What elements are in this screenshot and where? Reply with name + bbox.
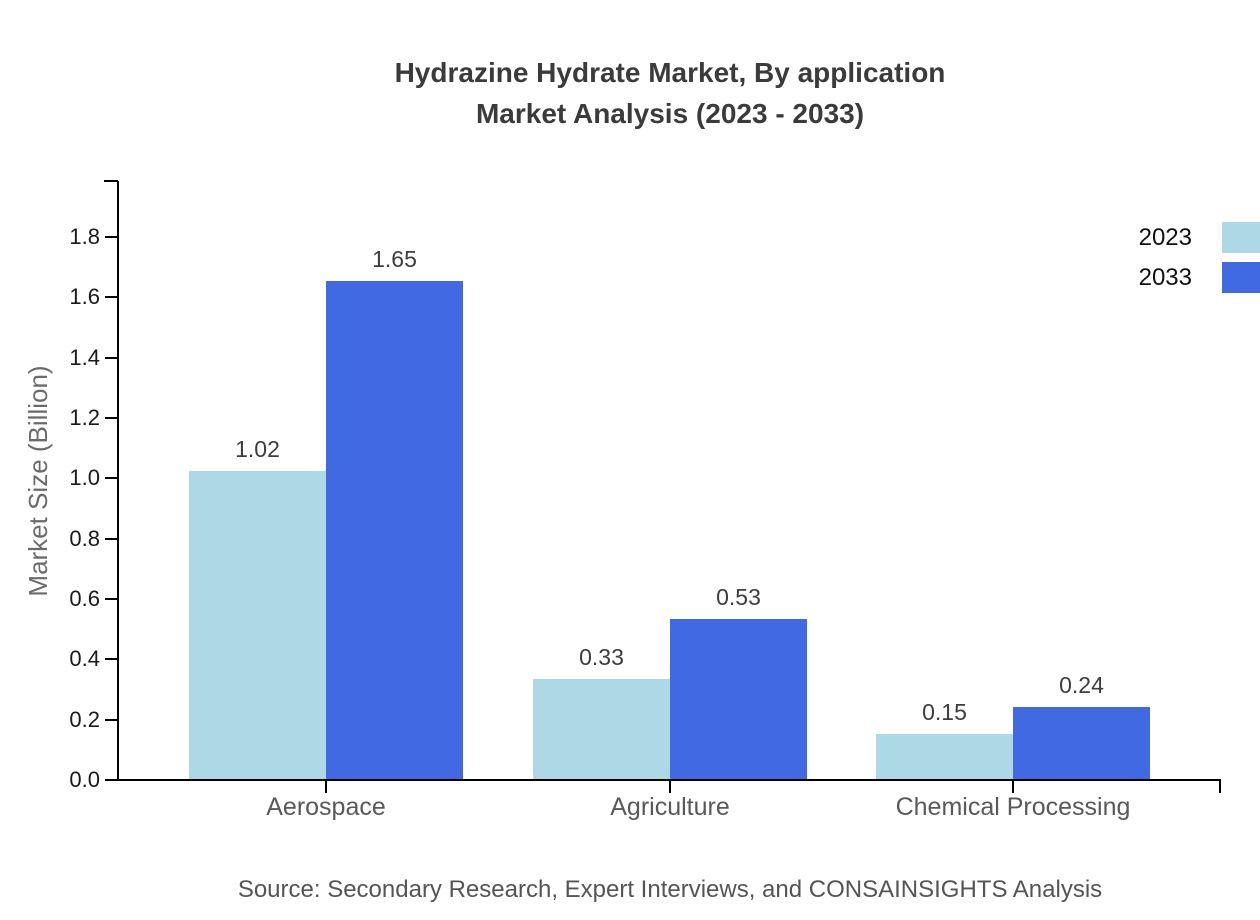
chart-title: Hydrazine Hydrate Market, By application… — [80, 52, 1260, 134]
x-tick-mark — [669, 780, 671, 793]
bar-2023-chemical-processing — [876, 734, 1013, 779]
bar-value-label: 1.02 — [235, 436, 280, 462]
legend-swatch-2023 — [1222, 222, 1260, 253]
x-axis-right-cap — [1219, 779, 1221, 793]
y-tick-mark — [105, 537, 118, 540]
bar-value-label: 0.15 — [922, 699, 967, 725]
legend-label-2033: 2033 — [1138, 264, 1192, 291]
legend-swatch-2033 — [1222, 262, 1260, 293]
y-tick-label: 0.2 — [69, 706, 100, 732]
bar-value-label: 0.24 — [1059, 672, 1104, 698]
y-axis-top-cap — [104, 180, 118, 182]
y-tick-mark — [105, 477, 118, 480]
x-category-label: Aerospace — [266, 793, 386, 821]
bar-2033-aerospace — [326, 281, 463, 779]
y-tick-mark — [105, 658, 118, 661]
x-tick-mark — [325, 780, 327, 793]
chart-title-line1: Hydrazine Hydrate Market, By application — [394, 57, 946, 88]
y-tick-mark — [105, 296, 118, 299]
bar-2023-agriculture — [533, 679, 670, 779]
y-tick-mark — [105, 356, 118, 359]
y-tick-label: 1.0 — [69, 465, 100, 491]
y-tick-label: 1.4 — [69, 344, 100, 370]
y-tick-mark — [105, 718, 118, 721]
legend-label-2023: 2023 — [1138, 224, 1192, 251]
bar-value-label: 0.53 — [716, 584, 761, 610]
y-tick-label: 0.8 — [69, 525, 100, 551]
bar-2033-agriculture — [670, 619, 807, 779]
y-tick-label: 0.4 — [69, 646, 100, 672]
bar-2033-chemical-processing — [1013, 707, 1150, 779]
y-tick-label: 1.8 — [69, 223, 100, 249]
bar-value-label: 1.65 — [372, 246, 417, 272]
x-tick-mark — [1012, 780, 1014, 793]
y-tick-mark — [105, 416, 118, 419]
source-attribution: Source: Secondary Research, Expert Inter… — [237, 876, 1103, 903]
y-tick-mark — [105, 235, 118, 238]
bar-value-label: 0.33 — [579, 644, 624, 670]
y-tick-label: 1.6 — [69, 284, 100, 310]
bar-2023-aerospace — [189, 471, 326, 779]
y-tick-mark — [105, 597, 118, 600]
y-tick-label: 0.6 — [69, 585, 100, 611]
x-category-label: Agriculture — [610, 793, 730, 821]
y-tick-mark — [105, 779, 118, 781]
x-category-label: Chemical Processing — [895, 793, 1131, 821]
chart-title-line2: Market Analysis (2023 - 2033) — [475, 98, 865, 129]
y-tick-label: 1.2 — [69, 404, 100, 430]
y-tick-label: 0.0 — [69, 767, 100, 792]
y-axis-spine — [117, 181, 119, 780]
